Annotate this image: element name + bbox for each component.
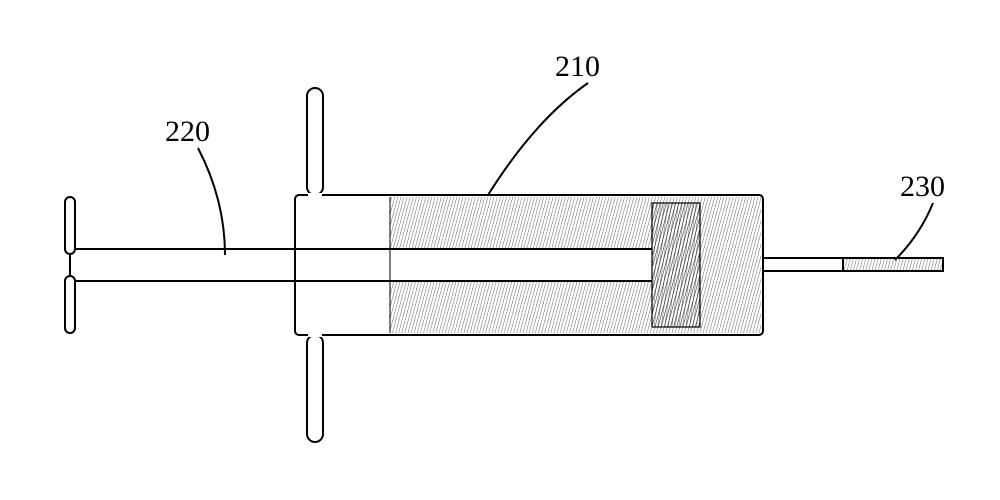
leader-tip [895, 203, 933, 260]
leader-barrel [488, 83, 588, 195]
flange-bottom [307, 335, 323, 442]
label-barrel: 210 [555, 50, 600, 84]
nozzle-hatched [843, 258, 943, 271]
nozzle-plain [763, 258, 843, 271]
thumb-rest-top [65, 197, 75, 254]
flange-join-bottom [308, 333, 322, 337]
leader-plunger [198, 148, 225, 255]
flange-top [307, 88, 323, 195]
piston-head-overlay [652, 203, 700, 327]
plunger-shaft-inside [390, 249, 652, 281]
thumb-rest-bottom [65, 276, 75, 333]
label-plunger: 220 [165, 115, 210, 149]
diagram-canvas [0, 0, 1000, 500]
flange-join-top [308, 193, 322, 197]
label-tip: 230 [900, 170, 945, 204]
